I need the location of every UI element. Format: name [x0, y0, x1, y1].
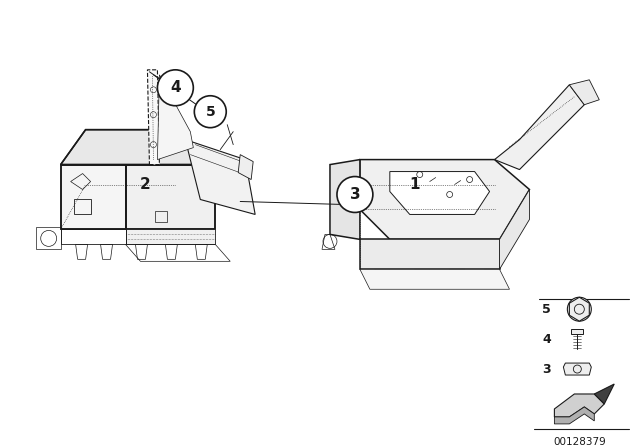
Polygon shape	[186, 140, 255, 215]
Polygon shape	[61, 164, 125, 229]
Polygon shape	[360, 269, 509, 289]
Polygon shape	[595, 384, 614, 404]
Text: 3: 3	[542, 362, 551, 375]
Circle shape	[337, 177, 373, 212]
Text: 5: 5	[205, 105, 215, 119]
Text: 1: 1	[410, 177, 420, 192]
Polygon shape	[554, 407, 595, 424]
Polygon shape	[360, 159, 529, 239]
Text: 4: 4	[170, 80, 180, 95]
Polygon shape	[125, 164, 215, 229]
Polygon shape	[572, 329, 583, 334]
Polygon shape	[330, 159, 360, 239]
Text: 00128379: 00128379	[553, 437, 605, 447]
Polygon shape	[500, 190, 529, 269]
Polygon shape	[570, 297, 589, 321]
Circle shape	[568, 297, 591, 321]
Polygon shape	[125, 229, 215, 244]
Text: 2: 2	[140, 177, 151, 192]
Polygon shape	[563, 363, 591, 375]
Polygon shape	[495, 85, 584, 169]
Polygon shape	[147, 70, 159, 164]
Polygon shape	[238, 155, 253, 180]
Polygon shape	[61, 129, 215, 164]
Polygon shape	[157, 75, 193, 159]
Circle shape	[157, 70, 193, 106]
Text: 5: 5	[542, 303, 551, 316]
Text: 3: 3	[349, 187, 360, 202]
Polygon shape	[570, 80, 599, 105]
Polygon shape	[554, 394, 604, 417]
Text: 4: 4	[542, 332, 551, 345]
Polygon shape	[360, 239, 500, 269]
Polygon shape	[390, 172, 490, 215]
Circle shape	[195, 96, 227, 128]
